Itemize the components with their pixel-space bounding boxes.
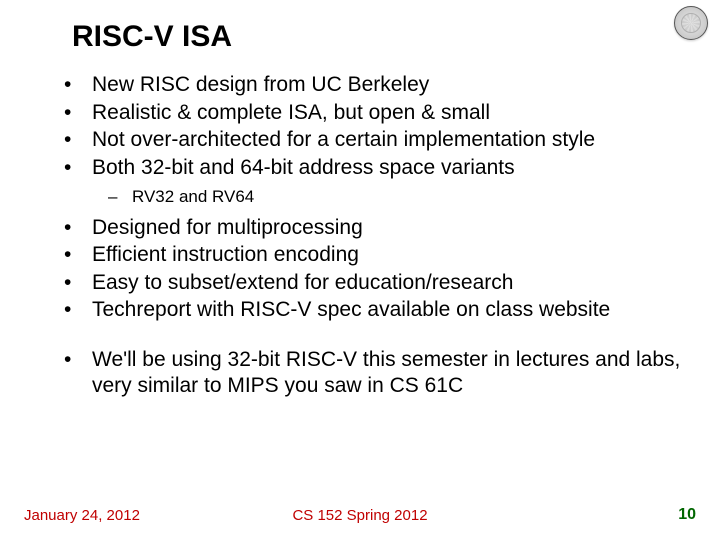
footer-page-number: 10 (678, 506, 696, 524)
list-item: Designed for multiprocessing (36, 215, 696, 241)
footer-course: CS 152 Spring 2012 (292, 507, 427, 524)
list-item: RV32 and RV64 (36, 186, 696, 208)
bullet-list-top: New RISC design from UC Berkeley Realist… (36, 72, 696, 180)
list-item: We'll be using 32-bit RISC-V this semest… (36, 347, 696, 398)
list-item: Techreport with RISC-V spec available on… (36, 297, 696, 323)
slide-title: RISC-V ISA (72, 20, 232, 54)
footer-date: January 24, 2012 (24, 507, 140, 524)
list-item: Both 32-bit and 64-bit address space var… (36, 155, 696, 181)
list-item: Easy to subset/extend for education/rese… (36, 270, 696, 296)
list-item: Efficient instruction encoding (36, 242, 696, 268)
slide-body: New RISC design from UC Berkeley Realist… (36, 72, 696, 400)
list-item: Not over-architected for a certain imple… (36, 127, 696, 153)
slide-footer: January 24, 2012 CS 152 Spring 2012 10 (24, 506, 696, 524)
bullet-list-bottom: We'll be using 32-bit RISC-V this semest… (36, 347, 696, 398)
list-item: New RISC design from UC Berkeley (36, 72, 696, 98)
university-seal-icon (674, 6, 708, 40)
bullet-list-mid: Designed for multiprocessing Efficient i… (36, 215, 696, 323)
sub-bullet-list: RV32 and RV64 (36, 186, 696, 208)
list-item: Realistic & complete ISA, but open & sma… (36, 100, 696, 126)
